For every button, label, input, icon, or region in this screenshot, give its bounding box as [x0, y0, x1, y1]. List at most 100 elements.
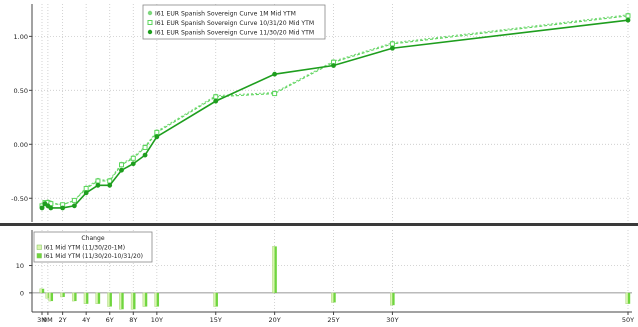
- x-tick-label: 2Y: [59, 316, 67, 324]
- legend-label-1: I61 EUR Spanish Sovereign Curve 1M Mid Y…: [155, 10, 296, 17]
- plot-area: [32, 4, 632, 222]
- series-point-3: [83, 190, 89, 196]
- series-point-3: [213, 98, 219, 104]
- series-point-3: [625, 17, 631, 23]
- x-tick-label: 8Y: [129, 316, 137, 324]
- series-point-2: [83, 186, 89, 192]
- change-bar: [274, 246, 277, 293]
- x-tick-label: 6Y: [106, 316, 114, 324]
- series-point-3: [119, 167, 124, 173]
- series-point-2: [119, 162, 125, 168]
- bar-legend-title: Change: [81, 235, 105, 242]
- series-point-2: [154, 129, 160, 135]
- change-bar: [97, 292, 101, 304]
- x-tick-label: 9M: [43, 316, 53, 324]
- change-bar: [60, 292, 63, 298]
- series-point-3: [71, 203, 77, 209]
- series-point-3: [331, 63, 336, 68]
- change-bar: [154, 292, 158, 307]
- panel-divider: [0, 223, 638, 226]
- series-point-2: [272, 91, 278, 97]
- bar-legend-box: [33, 231, 153, 263]
- series-point-2: [71, 197, 77, 203]
- series-point-3: [154, 134, 160, 140]
- change-bar: [121, 292, 124, 310]
- change-bar: [156, 292, 160, 307]
- bar-legend-swatch-1: [36, 244, 42, 250]
- series-point-3: [272, 71, 278, 77]
- series-line-2: [41, 15, 629, 207]
- bar-legend-swatch-2: [36, 253, 42, 259]
- change-bar: [83, 292, 87, 305]
- x-tick-label: 4Y: [82, 316, 90, 324]
- change-bar: [109, 292, 112, 307]
- series-point-2: [213, 94, 219, 100]
- series-point-3: [130, 161, 136, 167]
- change-bar: [119, 292, 122, 310]
- y-tick-label: 0.00: [14, 141, 28, 149]
- bar-legend-label-1: I61 Mid YTM (11/30/20-1M): [44, 245, 125, 252]
- bar-legend: Change I61 Mid YTM (11/30/20-1M)I61 Mid Y…: [33, 231, 153, 263]
- change-bar: [130, 292, 134, 310]
- change-bar: [71, 292, 75, 302]
- series-point-3: [390, 45, 395, 51]
- x-tick-label: 15Y: [210, 316, 222, 324]
- change-bar: [74, 292, 77, 302]
- series-point-2: [625, 13, 631, 19]
- series-point-3: [142, 152, 148, 158]
- change-bar: [107, 292, 110, 307]
- series-point-2: [142, 145, 148, 151]
- series-point-3: [60, 205, 66, 211]
- series-point-3: [107, 182, 113, 188]
- bar-legend-label-2: I61 Mid YTM (11/30/20-10/31/20): [44, 253, 143, 260]
- legend-label-2: I61 EUR Spanish Sovereign Curve 10/31/20…: [155, 20, 314, 27]
- change-bar-panel: 0 10 Change I61 Mid YTM (11/30/20-1M)I61 Mi…: [16, 230, 634, 324]
- change-bar: [95, 292, 99, 305]
- x-tick-label: 20Y: [269, 316, 281, 324]
- line-legend-box: [142, 4, 326, 40]
- change-bar: [145, 292, 148, 307]
- y-tick-label: 10: [16, 262, 24, 270]
- series-line-1: [41, 14, 629, 208]
- yield-curve-panel: -0.50 0.00 0.50 1.00 I61 EUR Spanish Soverei…: [11, 4, 632, 222]
- change-bar: [392, 292, 395, 306]
- series-point-2: [95, 178, 101, 184]
- change-bar: [48, 292, 52, 302]
- change-bar: [42, 288, 45, 293]
- line-legend: I61 EUR Spanish Sovereign Curve 1M Mid Y…: [142, 4, 326, 40]
- panel-separator: [0, 223, 638, 226]
- series-point-2: [130, 155, 136, 161]
- change-bar: [213, 292, 216, 307]
- change-bar: [390, 292, 393, 306]
- series-point-3: [39, 205, 45, 211]
- x-tick-label: 10Y: [151, 316, 163, 324]
- y-tick-label: 0.50: [14, 87, 28, 95]
- change-bar: [62, 292, 65, 297]
- series-point-3: [95, 182, 101, 188]
- y-tick-label: -0.50: [11, 195, 28, 203]
- x-tick-label: 3M: [37, 316, 47, 324]
- change-bar: [628, 292, 631, 304]
- change-bar: [272, 246, 275, 294]
- y-tick-label: 0: [20, 289, 24, 297]
- x-tick-label: 25Y: [327, 316, 339, 324]
- change-bar: [142, 292, 146, 307]
- change-bar: [333, 292, 336, 303]
- x-tick-label: 30Y: [386, 316, 398, 324]
- legend-label-3: I61 EUR Spanish Sovereign Curve 11/30/20…: [155, 29, 314, 36]
- change-bar: [331, 292, 334, 303]
- change-bar: [215, 292, 218, 307]
- y-tick-label: 1.00: [14, 33, 28, 41]
- series-point-2: [389, 41, 395, 47]
- change-bar: [45, 292, 49, 299]
- legend-marker-1: [147, 10, 153, 16]
- change-bar: [39, 288, 43, 294]
- change-bar: [133, 292, 136, 310]
- change-bar: [50, 292, 54, 302]
- series-point-3: [48, 205, 54, 211]
- change-bar: [625, 292, 629, 305]
- change-bar: [86, 292, 89, 304]
- legend-marker-3: [147, 29, 153, 35]
- legend-marker-2: [147, 20, 153, 25]
